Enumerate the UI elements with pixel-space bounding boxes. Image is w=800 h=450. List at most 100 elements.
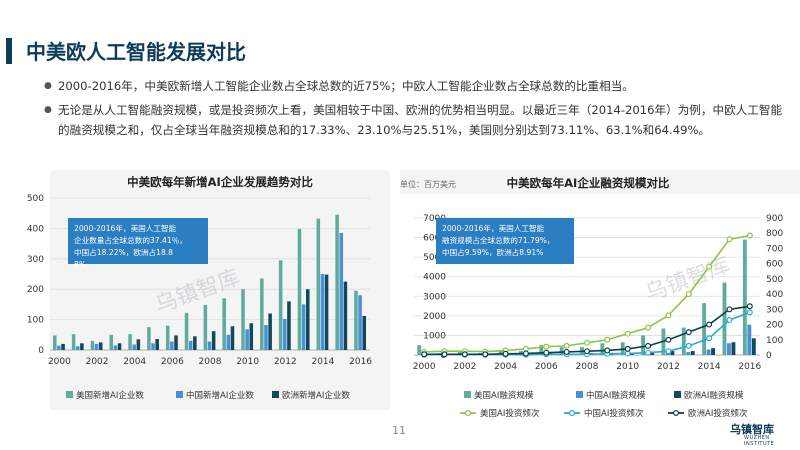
chart1-bar-eu: [268, 313, 272, 350]
chart2-y-left-tick-label: 7000: [423, 214, 446, 224]
chart2-y-left-tick-label: 5000: [423, 253, 446, 263]
chart2-point-us: [604, 336, 611, 343]
chart1-annotation-text: 2000-2016年，美国人工智能企业数量占全球总数的37.41％，中国占18.…: [74, 223, 187, 269]
chart2-legend-swatch-bar-us: [464, 391, 471, 398]
chart1-bar-cn: [283, 318, 287, 350]
chart2-unit-label: 单位：百万美元: [400, 179, 456, 189]
chart1-x-tick-label: 2016: [349, 357, 372, 367]
chart2-point-eu: [706, 321, 713, 328]
chart2-point-cn: [726, 316, 733, 323]
chart2-bar-us: [641, 335, 646, 355]
chart1-x-tick-label: 2012: [274, 357, 297, 367]
chart2-bar-eu: [650, 352, 654, 355]
chart2-x-tick-label: 2000: [413, 362, 436, 372]
chart2-point-eu: [522, 350, 529, 357]
chart2-point-cn: [706, 335, 713, 342]
chart1-bar-us: [222, 298, 226, 350]
chart2-annotation-box: [436, 218, 574, 264]
chart2-bar-us: [681, 327, 686, 355]
chart2-point-eu: [685, 329, 692, 336]
chart1-bar-us: [278, 260, 283, 350]
chart2-bar-us: [559, 347, 564, 355]
chart1-bar-eu: [306, 289, 310, 350]
title-accent-bar: [6, 38, 12, 64]
page-title: 中美欧人工智能发展对比: [26, 40, 246, 64]
chart1-y-tick-label: 300: [27, 255, 44, 265]
chart1-bar-cn: [339, 232, 344, 350]
chart2-point-cn: [645, 349, 652, 356]
chart1-bar-eu: [174, 335, 178, 350]
chart2-point-us: [726, 236, 733, 243]
bullet-enterprise-share: 2000-2016年，中美欧新增人工智能企业数占全球总数的近75%；中欧人工智能…: [44, 76, 784, 96]
chart1-bar-us: [53, 335, 57, 350]
chart2-x-tick-label: 2014: [698, 362, 721, 372]
chart1-legend-swatch-eu: [272, 391, 279, 398]
chart1-bar-us: [71, 334, 76, 350]
chart2-point-us: [645, 324, 652, 331]
footer-logo: 乌镇智库: [730, 423, 774, 436]
chart2-y-right-tick-label: 100: [766, 336, 783, 346]
chart1-legend-swatch-cn: [176, 391, 183, 398]
chart2-point-us: [563, 342, 570, 349]
chart2-point-us: [543, 343, 550, 350]
chart2-legend-label-bar-cn: 中国AI融资规模: [586, 390, 646, 401]
chart1-bar-eu: [343, 281, 348, 350]
chart2-legend-marker-eu: [673, 410, 680, 417]
chart2-bar-cn: [706, 349, 711, 355]
chart1-legend-label-eu: 欧洲新增AI企业数: [282, 390, 350, 401]
chart2-bar-us: [702, 303, 707, 355]
chart1-bar-us: [354, 290, 358, 350]
chart1-bar-us: [203, 305, 208, 350]
chart1-bar-us: [184, 312, 189, 350]
chart1-bar-eu: [136, 339, 141, 350]
chart1-bar-cn: [301, 304, 306, 350]
chart2-y-left-tick-label: 2000: [423, 312, 446, 322]
chart2-legend-label-line-cn: 中国AI投资频次: [584, 408, 644, 419]
chart1-bar-us: [147, 327, 151, 350]
chart2-x-tick-label: 2010: [616, 362, 639, 372]
chart1-bar-cn: [94, 343, 99, 350]
chart2-point-eu: [746, 303, 753, 310]
chart2-point-eu: [441, 351, 448, 358]
chart2-bar-us: [722, 282, 727, 355]
chart2-y-right-tick-label: 200: [766, 321, 783, 331]
chart1-bar-eu: [98, 342, 103, 350]
chart2-bar-eu: [731, 342, 736, 355]
chart2-title-band: [400, 170, 800, 194]
chart2-bar-eu: [690, 351, 695, 355]
chart1-bar-us: [241, 289, 245, 350]
chart2-legend-swatch-bar-cn: [576, 391, 583, 398]
chart1-bar-eu: [117, 343, 122, 350]
chart1-legend-swatch-us: [66, 391, 73, 398]
chart2-point-eu: [665, 336, 672, 343]
chart1-bar-us: [316, 218, 321, 350]
chart2-legend-swatch-bar-eu: [674, 391, 681, 398]
chart2-point-cn: [685, 342, 692, 349]
chart1-bar-cn: [226, 334, 231, 350]
chart2-point-eu: [461, 351, 468, 358]
chart2-legend-marker-us: [464, 410, 471, 417]
chart2-y-left-tick-label: 6000: [423, 234, 446, 244]
chart1-annotation-box: [68, 218, 208, 264]
chart2-y-right-tick-label: 0: [766, 351, 772, 361]
chart1-bar-cn: [207, 341, 212, 350]
chart1-bar-cn: [358, 295, 362, 350]
chart2-point-cn: [746, 309, 753, 316]
chart1-bar-eu: [230, 326, 235, 350]
chart2-legend-marker-cn: [569, 410, 576, 417]
chart1-y-tick-label: 400: [27, 224, 44, 234]
page-number: 11: [392, 424, 406, 437]
chart2-point-eu: [421, 351, 428, 358]
chart1-bar-eu: [324, 274, 329, 350]
chart2-y-left-tick-label: 3000: [423, 292, 446, 302]
chart1-bar-us: [128, 334, 132, 350]
chart2-point-us: [706, 263, 713, 270]
chart2-point-us: [624, 330, 631, 337]
chart1-bar-cn: [113, 345, 118, 350]
chart1-title: 中美欧每年新增AI企业发展趋势对比: [127, 175, 313, 189]
chart1-x-tick-label: 2002: [86, 357, 109, 367]
chart2-x-tick-label: 2008: [576, 362, 599, 372]
chart2-y-right-tick-label: 400: [766, 290, 783, 300]
chart1-legend-label-us: 美国新增AI企业数: [76, 390, 144, 401]
chart1-bar-cn: [245, 329, 249, 350]
